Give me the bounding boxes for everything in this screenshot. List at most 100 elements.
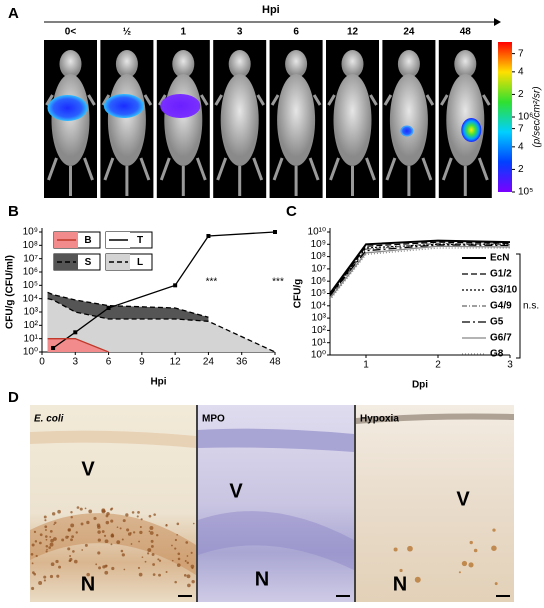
stain-dot [105,564,108,567]
stain-dot [95,563,98,566]
stain-dot [97,530,101,534]
stain-dot [104,539,109,544]
stain-dot [150,539,154,543]
micrograph-title: MPO [202,414,225,425]
stain-dot [176,563,181,568]
stain-dot [43,515,47,519]
series-line [329,239,511,295]
stain-dot [136,515,139,518]
series-line [329,244,511,296]
stain-dot [150,544,154,548]
stain-dot [137,566,141,570]
mouse-head [397,50,420,78]
stain-dot [473,548,478,553]
stain-dot [155,533,159,537]
stain-dot [414,576,421,583]
point [206,234,211,239]
y-tick-label: 10⁶ [23,267,38,278]
legend-label: G4/9 [490,301,512,312]
stain-dot [73,559,78,564]
stain-dot [171,544,173,547]
y-tick-label: 10³ [312,313,327,324]
region-label: N [393,573,407,595]
y-tick-label: 10² [24,320,39,331]
point [73,330,78,335]
mouse-limbs [158,94,209,196]
y-tick-label: 10² [312,325,327,336]
point [106,305,111,310]
stain-dot [101,508,106,513]
stain-dot [45,545,49,548]
stain-dot [177,552,181,556]
stain-dot [49,574,54,579]
panel-label: B [8,203,19,220]
stain-dot [407,545,413,552]
stain-dot [43,579,46,582]
stain-dot [138,572,143,577]
stain-dot [55,559,59,564]
annotation: n.s. [523,301,539,312]
signal [400,125,414,137]
stain-dot [138,540,140,543]
x-tick-label: 24 [203,357,215,368]
mouse-body [389,74,428,166]
micrograph-title: Hypoxia [360,414,399,425]
mouse-head [172,50,195,78]
stain-dot [139,526,142,529]
stain-dot [468,562,474,568]
stain-dot [76,506,80,509]
panel-label: D [8,389,19,406]
stain-dot [50,538,54,543]
stain-dot [190,564,195,569]
mouse-limbs [270,94,322,196]
stain-dot [86,572,90,577]
y-tick-label: 10⁹ [311,239,326,250]
stain-dot [67,529,71,532]
region-label: V [81,458,95,480]
stain-dot [111,566,115,571]
time-label: 48 [460,27,472,38]
panel-label: C [286,203,297,220]
stain-dot [149,526,154,530]
stain-dot [491,545,497,551]
stain-dot [45,538,48,541]
series-line [329,245,511,299]
tissue-layer [30,430,196,448]
mouse-limbs [440,94,491,196]
y-tick-label: 10⁶ [311,276,326,287]
stain-dot [123,568,126,571]
mouse-limbs [383,94,435,196]
tissue-layer [356,413,514,424]
stain-dot [111,534,114,538]
stain-dot [44,535,48,538]
stain-dot [186,574,191,579]
stain-dot [43,575,47,579]
mouse-head [454,50,477,78]
mouse-limbs [45,94,96,196]
stain-dot [54,521,57,524]
stain-dot [46,548,48,551]
stain-dot [102,565,106,569]
x-tick-label: 0 [39,357,45,368]
stain-dot [191,567,194,570]
stain-dot [97,525,101,529]
time-label: 24 [403,27,415,38]
x-tick-label: 36 [236,357,248,368]
stain-dot [44,529,47,531]
stain-dot [56,574,60,578]
stain-dot [174,547,177,550]
stain-dot [132,531,136,534]
stain-dot [186,555,189,557]
area [47,338,109,352]
stain-dot [174,538,178,542]
time-label: 1 [181,27,187,38]
y-tick-label: 10³ [24,307,39,318]
stain-dot [153,513,156,516]
x-axis-title: Hpi [150,377,166,388]
stain-dot [149,531,154,535]
stain-dot [116,526,119,529]
legend-label: G5 [490,317,504,328]
stain-dot [144,560,147,563]
stain-dot [139,530,143,535]
stain-dot [50,562,55,567]
